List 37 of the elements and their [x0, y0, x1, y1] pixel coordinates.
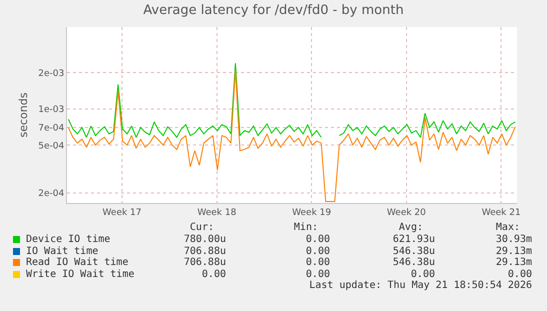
text: 29.13m	[496, 246, 532, 258]
text: 0.00	[306, 268, 330, 280]
text: 30.93m	[496, 234, 532, 246]
text: Min:	[294, 222, 318, 234]
x-tick-label: Week 19	[292, 208, 332, 218]
y-tick-label: 2e-03	[38, 68, 64, 79]
text: 546.38u	[392, 246, 435, 258]
text: 0.00	[306, 257, 330, 269]
text: 706.88u	[184, 246, 226, 258]
text: 0.00	[306, 234, 330, 246]
y-tick-label: 2e-04	[38, 189, 64, 200]
text: 0.00	[410, 268, 435, 280]
x-tick-label: Week 20	[386, 208, 426, 218]
text: 546.38u	[392, 257, 435, 269]
text: Last update: Thu May 21 18:50:54 2026	[309, 280, 532, 292]
text: 0.00	[306, 246, 330, 258]
y-tick-label: 7e-04	[38, 124, 64, 134]
chart-title: Average latency for /dev/fd0 - by month	[143, 2, 404, 18]
text: 780.00u	[184, 234, 226, 246]
y-tick-label: 1e-03	[38, 105, 64, 116]
legend-label: Write IO Wait time	[26, 268, 134, 280]
text: Cur:	[190, 222, 214, 234]
text: 0.00	[508, 268, 532, 280]
legend-label: Device IO time	[26, 234, 110, 245]
text: Avg:	[398, 222, 423, 234]
text: 0.00	[202, 268, 226, 280]
legend-label: IO Wait time	[26, 246, 98, 256]
y-axis-title: seconds	[16, 92, 30, 138]
x-tick-label: Week 17	[102, 208, 142, 218]
x-tick-label: Week 21	[482, 208, 521, 218]
text: 706.88u	[184, 257, 226, 269]
text: Max:	[496, 222, 520, 234]
legend-label: Read IO Wait time	[26, 257, 128, 268]
x-tick-label: Week 18	[197, 208, 237, 218]
text: 621.93u	[392, 234, 435, 246]
text: 29.13m	[496, 257, 532, 269]
y-tick-label: 5e-04	[38, 141, 64, 152]
